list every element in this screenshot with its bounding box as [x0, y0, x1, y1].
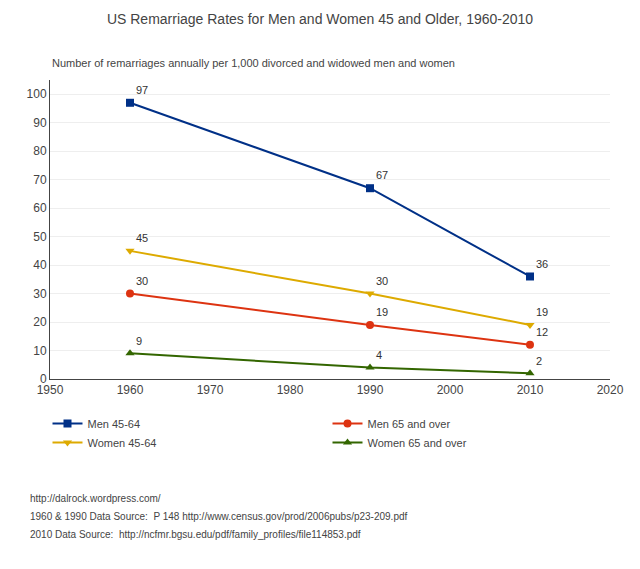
svg-text:19: 19: [536, 306, 548, 318]
svg-text:0: 0: [40, 372, 47, 386]
svg-text:Women 65 and over: Women 65 and over: [368, 437, 467, 449]
svg-text:2010: 2010: [517, 383, 544, 397]
svg-text:20: 20: [33, 315, 47, 329]
svg-text:30: 30: [33, 287, 47, 301]
svg-text:1990: 1990: [357, 383, 384, 397]
svg-text:70: 70: [33, 173, 47, 187]
svg-text:2000: 2000: [437, 383, 464, 397]
svg-text:100: 100: [27, 87, 47, 101]
svg-text:1960: 1960: [117, 383, 144, 397]
svg-text:2: 2: [536, 355, 542, 367]
svg-text:1970: 1970: [197, 383, 224, 397]
svg-text:1950: 1950: [37, 383, 64, 397]
svg-text:60: 60: [33, 201, 47, 215]
svg-text:12: 12: [536, 326, 548, 338]
svg-text:19: 19: [376, 306, 388, 318]
svg-text:80: 80: [33, 144, 47, 158]
svg-text:Men 65 and over: Men 65 and over: [368, 418, 451, 430]
svg-text:45: 45: [136, 232, 148, 244]
svg-text:US Remarriage Rates for Men an: US Remarriage Rates for Men and Women 45…: [107, 11, 533, 27]
svg-text:1960 & 1990 Data Source: P 14: 1960 & 1990 Data Source: P 148 http://ww…: [30, 511, 408, 522]
svg-text:40: 40: [33, 258, 47, 272]
svg-text:50: 50: [33, 230, 47, 244]
svg-text:9: 9: [136, 335, 142, 347]
svg-text:http://dalrock.wordpress.com/: http://dalrock.wordpress.com/: [30, 493, 161, 504]
svg-text:30: 30: [136, 275, 148, 287]
svg-text:97: 97: [136, 84, 148, 96]
svg-text:2010 Data Source: http://ncfm: 2010 Data Source: http://ncfmr.bgsu.edu/…: [30, 529, 361, 540]
svg-text:10: 10: [33, 344, 47, 358]
svg-text:4: 4: [376, 349, 382, 361]
svg-text:36: 36: [536, 258, 548, 270]
svg-text:67: 67: [376, 169, 388, 181]
svg-text:Women 45-64: Women 45-64: [88, 437, 157, 449]
svg-text:2020: 2020: [597, 383, 624, 397]
svg-text:Men 45-64: Men 45-64: [88, 418, 141, 430]
svg-text:Number of remarriages annually: Number of remarriages annually per 1,000…: [52, 57, 455, 69]
svg-text:90: 90: [33, 116, 47, 130]
svg-text:30: 30: [376, 275, 388, 287]
svg-text:1980: 1980: [277, 383, 304, 397]
